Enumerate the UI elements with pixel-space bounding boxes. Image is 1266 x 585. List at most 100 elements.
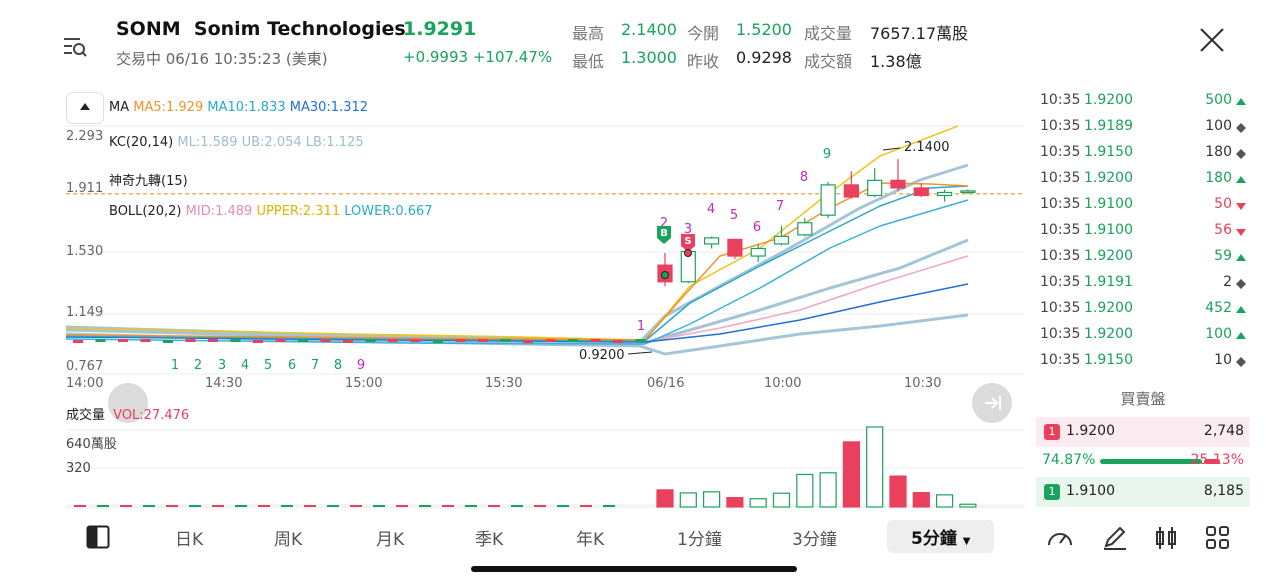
volume-bar-prev	[419, 505, 431, 507]
grid-menu-icon[interactable]	[1204, 525, 1232, 551]
volume-bar-prev	[511, 505, 523, 507]
orderbook-ask-row[interactable]: 1 1.9200 2,748	[1036, 417, 1250, 447]
candle-body	[936, 191, 953, 197]
volume-bar-prev	[465, 505, 477, 507]
boll-legend[interactable]: BOLL(20,2) MID:1.489 UPPER:2.311 LOWER:0…	[109, 204, 433, 219]
buy-signal-marker	[657, 226, 671, 244]
kc-label: KC(20,14)	[109, 135, 174, 150]
candle-prev-day	[253, 340, 263, 343]
ask-ratio-bar	[1204, 459, 1220, 464]
td-count-label: 6	[288, 358, 296, 373]
quote-value-high: 2.1400	[621, 20, 677, 39]
speedometer-icon[interactable]	[1046, 525, 1074, 551]
jump-latest-button[interactable]	[972, 383, 1012, 423]
kc-ml-value: ML:1.589	[177, 135, 238, 150]
buy-signal-label: B	[660, 228, 668, 239]
tab-week[interactable]: 周K	[274, 530, 303, 550]
collapse-indicators-button[interactable]	[66, 92, 104, 124]
quote-value-open: 1.5200	[736, 20, 792, 39]
volume-bar-prev	[557, 505, 569, 507]
change-value: +0.9993	[403, 48, 469, 66]
tab-year[interactable]: 年K	[576, 530, 605, 550]
td-count-label: 7	[311, 358, 319, 373]
volume-bar	[935, 494, 954, 508]
candle-prev-day	[613, 340, 623, 343]
close-icon[interactable]	[1196, 24, 1228, 56]
volume-bar	[959, 503, 977, 508]
tick-price: 1.9200	[1084, 170, 1133, 186]
tab-day[interactable]: 日K	[175, 530, 204, 550]
tick-neutral-diamond-icon	[1236, 357, 1246, 367]
volume-bar-prev	[189, 505, 201, 507]
td-legend[interactable]: 神奇九轉(15)	[109, 174, 188, 189]
last-price: 1.9291	[403, 18, 477, 40]
bid-quantity: 8,185	[1203, 483, 1244, 499]
tick-volume: 100	[1205, 118, 1232, 134]
tick-up-arrow-icon	[1236, 98, 1246, 105]
orderbook-bid-row[interactable]: 1 1.9100 8,185	[1036, 477, 1250, 507]
candle-prev-day	[343, 340, 353, 343]
candle-prev-day	[523, 340, 533, 343]
sell-signal-label: S	[684, 236, 691, 247]
tab-3min[interactable]: 3分鐘	[792, 530, 837, 550]
sell-signal-marker	[681, 234, 695, 252]
tick-volume: 180	[1205, 144, 1232, 160]
volume-bar-prev	[258, 505, 270, 507]
candle-body	[913, 187, 929, 197]
candle-style-icon[interactable]	[1152, 525, 1180, 551]
candle-prev-day	[635, 339, 646, 342]
td-count-label: 9	[823, 147, 831, 162]
period-tabs: 日K 周K 月K 季K 年K 1分鐘 3分鐘 5分鐘 ▼	[0, 515, 1030, 559]
volume-bar	[796, 473, 814, 508]
tick-time: 10:35	[1040, 222, 1081, 238]
layout-toggle-icon[interactable]	[86, 525, 110, 549]
tick-time: 10:35	[1040, 300, 1081, 316]
tick-volume: 2	[1223, 274, 1232, 290]
orderbook-title[interactable]: 買賣盤	[1120, 390, 1166, 408]
vol-tick-label: 320	[66, 461, 91, 476]
ask-percent: 25.13%	[1190, 452, 1244, 468]
tab-month[interactable]: 月K	[376, 530, 405, 550]
tab-quarter[interactable]: 季K	[475, 530, 504, 550]
tick-volume: 452	[1205, 300, 1232, 316]
tick-price: 1.9191	[1084, 274, 1133, 290]
ma-legend[interactable]: MA MA5:1.929 MA10:1.833 MA30:1.312	[109, 100, 368, 115]
kc-middle-line	[65, 238, 969, 346]
stock-title: SONM Sonim Technologies	[116, 18, 406, 40]
tab-1min[interactable]: 1分鐘	[677, 530, 722, 550]
ma10-value: MA10:1.833	[207, 100, 286, 115]
volume-bar-prev	[327, 505, 339, 507]
candle-prev-day	[388, 339, 398, 342]
td-count-label: 1	[171, 358, 179, 373]
candle-prev-day	[140, 339, 151, 342]
volume-bar	[842, 441, 861, 508]
y-tick-label: 1.530	[66, 244, 104, 259]
menu-search-icon[interactable]	[62, 34, 88, 60]
stock-symbol: SONM	[116, 18, 181, 40]
candle-prev-day	[590, 339, 601, 342]
volume-bar-prev	[603, 505, 615, 507]
tick-marker-shape	[1236, 254, 1246, 261]
td-count-label: 5	[730, 208, 738, 223]
volume-bar	[866, 426, 884, 508]
kc-legend[interactable]: KC(20,14) ML:1.589 UB:2.054 LB:1.125	[109, 135, 364, 150]
tick-time: 10:35	[1040, 196, 1081, 212]
draw-pencil-icon[interactable]	[1101, 525, 1129, 551]
boll-mid-line	[65, 255, 969, 343]
trade-tick-row: 10:35 1.9200 100	[1036, 322, 1250, 348]
candle-prev-day	[433, 340, 443, 343]
volume-legend[interactable]: 成交量 VOL:27.476	[66, 404, 189, 423]
boll-lower-line	[65, 199, 969, 345]
td-count-label: 4	[707, 202, 715, 217]
ma30-value: MA30:1.312	[289, 100, 369, 115]
candle-body	[727, 238, 743, 257]
candle-body	[773, 235, 790, 245]
candle-prev-day	[275, 339, 286, 342]
tick-volume: 59	[1214, 248, 1232, 264]
tab-5min[interactable]: 5分鐘 ▼	[887, 520, 995, 553]
low-annotation-pointer	[627, 351, 653, 355]
scroll-left-button[interactable]	[108, 383, 148, 423]
volume-bar-prev	[281, 505, 293, 507]
